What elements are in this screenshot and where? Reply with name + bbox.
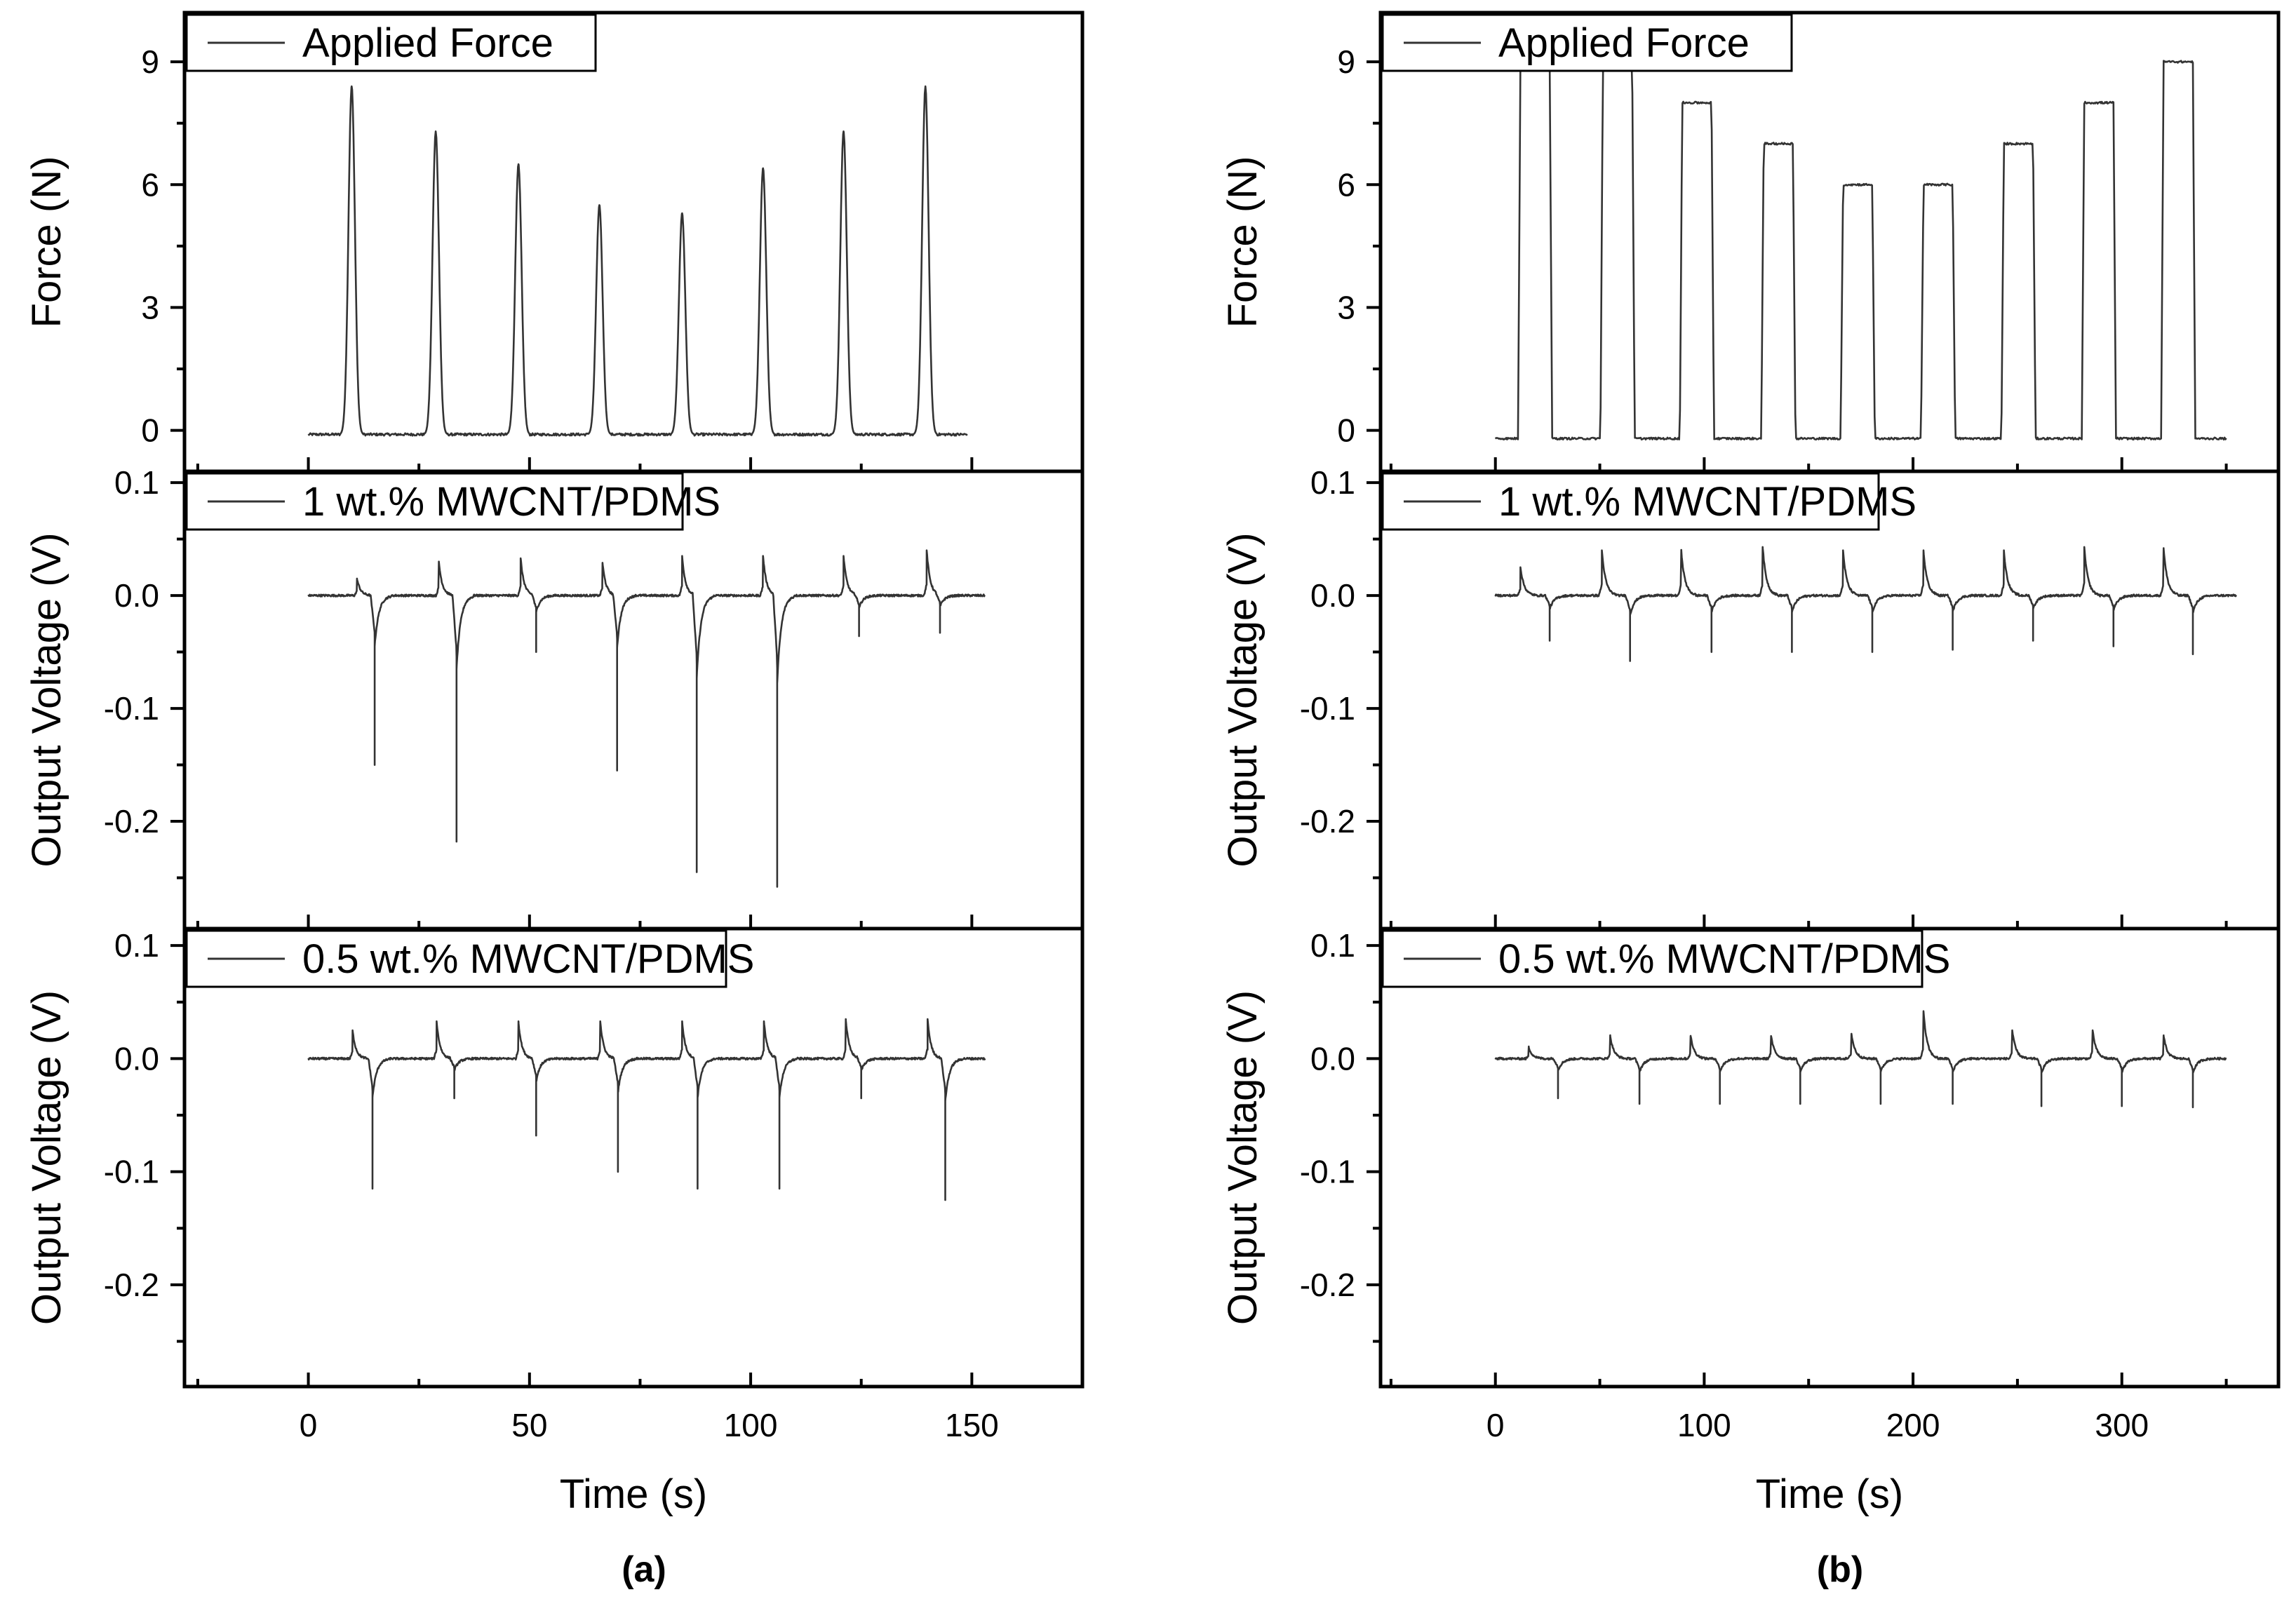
legend-label: Applied Force xyxy=(302,20,553,66)
series-line-b-v1 xyxy=(1494,546,2237,662)
y-tick-label: 0.1 xyxy=(114,464,159,501)
y-axis-label: Force (N) xyxy=(24,156,69,328)
y-tick-label: -0.1 xyxy=(104,690,159,727)
figure-panels: 0 3 6 9 Force (N) Applied Force -0.2 -0.1 0.0 0.1… xyxy=(24,11,2281,1590)
y-tick-label: 3 xyxy=(1337,289,1355,325)
legend-label: 1 wt.% MWCNT/PDMS xyxy=(1498,479,1916,525)
x-tick-label: 100 xyxy=(724,1407,778,1443)
x-tick-label: 300 xyxy=(2095,1407,2149,1443)
y-tick-label: 0.0 xyxy=(1310,1040,1355,1077)
y-tick-label: -0.2 xyxy=(1300,1267,1355,1303)
y-tick-label: 9 xyxy=(141,43,159,80)
x-tick-label: 200 xyxy=(1886,1407,1940,1443)
x-tick-label: 100 xyxy=(1677,1407,1731,1443)
y-tick-label: 6 xyxy=(1337,166,1355,203)
legend-label: Applied Force xyxy=(1498,20,1750,66)
y-axis-label: Output Voltage (V) xyxy=(1220,532,1266,867)
y-axis-label: Force (N) xyxy=(1220,156,1266,328)
y-tick-label: 0.1 xyxy=(1310,927,1355,964)
legend-label: 0.5 wt.% MWCNT/PDMS xyxy=(1498,936,1951,982)
y-axis-label: Output Voltage (V) xyxy=(1220,990,1266,1325)
series-line-a-v1 xyxy=(307,549,986,888)
series-line-a-force xyxy=(307,85,968,437)
y-tick-label: 0.0 xyxy=(114,577,159,614)
axes-frame xyxy=(182,926,1085,1389)
subplot-a-force: 0 3 6 9 Force (N) Applied Force xyxy=(24,11,1085,473)
subplot-b-v1: -0.2 -0.1 0.0 0.1 Output Voltage (V) 1 wt.% M… xyxy=(1220,464,2281,931)
x-tick-label: 50 xyxy=(511,1407,547,1443)
panel-label: (b) xyxy=(1817,1549,1863,1590)
y-tick-label: 0.0 xyxy=(1310,577,1355,614)
axes-frame xyxy=(1378,469,2281,931)
subplot-b-force: 0 3 6 9 Force (N) Applied Force xyxy=(1220,11,2281,473)
y-tick-label: 0.0 xyxy=(114,1040,159,1077)
y-tick-label: 0 xyxy=(1337,412,1355,449)
subplot-a-v1: -0.2 -0.1 0.0 0.1 Output Voltage (V) 1 wt.% M… xyxy=(24,464,1085,931)
y-tick-label: -0.2 xyxy=(104,803,159,840)
subplot-b-v05: -0.2 -0.1 0.0 0.1 Output Voltage (V) 0.5 wt.%… xyxy=(1220,926,2281,1389)
y-tick-label: -0.2 xyxy=(1300,803,1355,840)
y-tick-label: -0.2 xyxy=(104,1267,159,1303)
x-tick-label: 150 xyxy=(945,1407,999,1443)
axes-frame xyxy=(182,11,1085,473)
x-axis-label: Time (s) xyxy=(1756,1471,1903,1517)
axes-frame xyxy=(182,469,1085,931)
y-tick-label: 3 xyxy=(141,289,159,325)
legend-label: 0.5 wt.% MWCNT/PDMS xyxy=(302,936,755,982)
x-axis-label: Time (s) xyxy=(560,1471,707,1517)
axes-frame xyxy=(1378,11,2281,473)
legend-label: 1 wt.% MWCNT/PDMS xyxy=(302,479,720,525)
subplot-a-v05: -0.2 -0.1 0.0 0.1 Output Voltage (V) 0.5 wt.%… xyxy=(24,926,1085,1389)
axes-frame xyxy=(1378,926,2281,1389)
x-tick-label: 0 xyxy=(1486,1407,1505,1443)
x-tick-label: 0 xyxy=(300,1407,318,1443)
y-axis-label: Output Voltage (V) xyxy=(24,532,69,867)
y-tick-label: 9 xyxy=(1337,43,1355,80)
y-tick-label: 0.1 xyxy=(1310,464,1355,501)
y-tick-label: 0 xyxy=(141,412,159,449)
y-tick-label: 0.1 xyxy=(114,927,159,964)
y-tick-label: -0.1 xyxy=(1300,1154,1355,1190)
series-line-b-force xyxy=(1494,60,2227,440)
y-tick-label: 6 xyxy=(141,166,159,203)
y-axis-label: Output Voltage (V) xyxy=(24,990,69,1325)
panel-a: 0 3 6 9 Force (N) Applied Force -0.2 -0.1 0.0 0.1… xyxy=(24,11,1085,1590)
panel-b: 0 3 6 9 Force (N) Applied Force -0.2 -0.1 0.0 0.1… xyxy=(1220,11,2281,1590)
y-tick-label: -0.1 xyxy=(1300,690,1355,727)
series-line-b-v05 xyxy=(1494,1010,2227,1109)
panel-label: (a) xyxy=(622,1549,666,1590)
series-line-a-v05 xyxy=(307,1018,986,1201)
y-tick-label: -0.1 xyxy=(104,1154,159,1190)
